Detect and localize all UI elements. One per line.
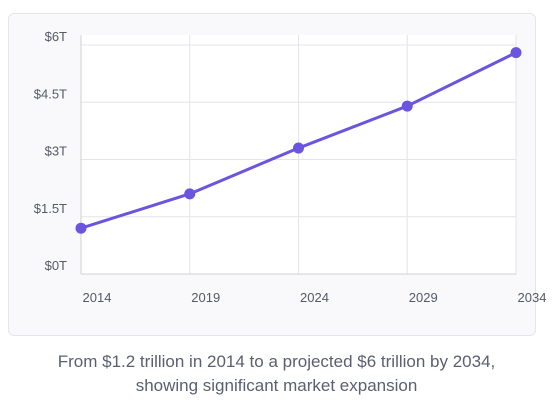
y-tick-label: $1.5T <box>34 201 67 216</box>
grid <box>80 35 517 274</box>
x-tick-label: 2029 <box>409 290 438 305</box>
data-point <box>293 142 304 154</box>
y-tick-label: $0T <box>45 258 67 273</box>
y-tick-label: $6T <box>45 29 67 44</box>
y-tick-label: $4.5T <box>34 86 67 101</box>
x-axis-ticks: 2014 2019 2024 2029 2034 <box>83 290 547 305</box>
data-point <box>510 47 522 59</box>
data-point <box>401 100 413 112</box>
data-point <box>75 222 87 234</box>
axes <box>80 35 516 275</box>
caption-line-2: showing significant market expansion <box>135 376 418 395</box>
y-axis-ticks: $0T $1.5T $3T $4.5T $6T <box>34 29 67 273</box>
y-tick-label: $3T <box>45 144 67 159</box>
x-tick-label: 2024 <box>300 290 329 305</box>
x-tick-label: 2034 <box>518 290 547 305</box>
caption-line-1: From $1.2 trillion in 2014 to a projecte… <box>57 352 496 371</box>
x-tick-label: 2014 <box>83 290 112 305</box>
x-tick-label: 2019 <box>191 290 220 305</box>
series <box>75 47 522 234</box>
chart-caption: From $1.2 trillion in 2014 to a projecte… <box>0 350 553 398</box>
data-point <box>184 188 196 200</box>
